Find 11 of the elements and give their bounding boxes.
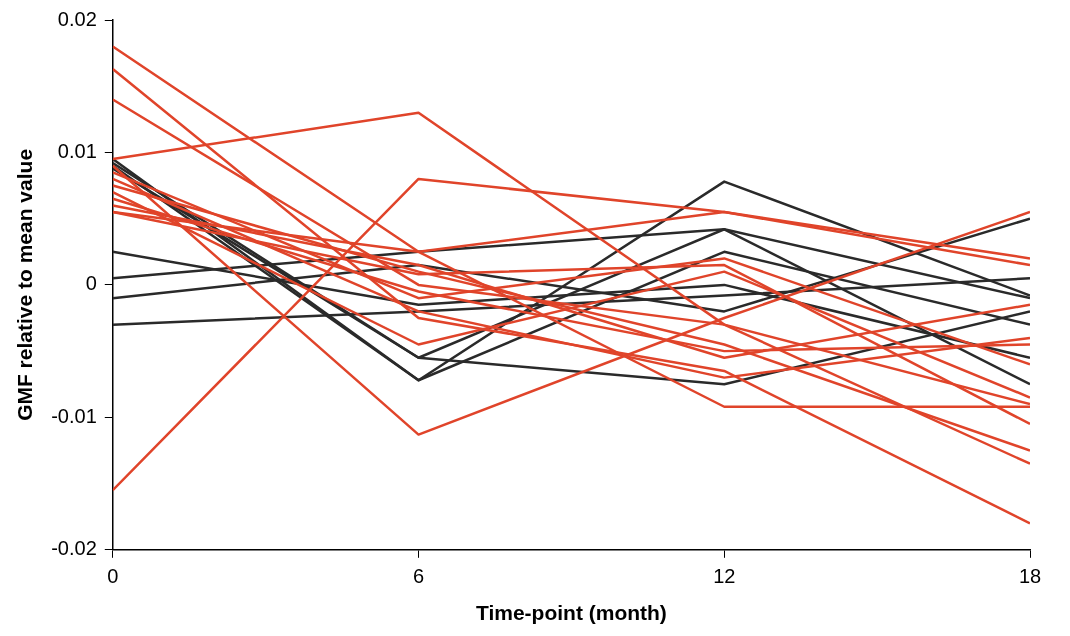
- y-tick-label: -0.01: [51, 404, 97, 427]
- x-tick-label: 0: [107, 565, 119, 588]
- y-tick-label: -0.02: [51, 537, 97, 560]
- x-axis-title: Time-point (month): [475, 601, 667, 625]
- x-tick-label: 12: [713, 565, 736, 588]
- y-tick-label: 0.02: [57, 7, 97, 30]
- y-tick-label: 0.01: [57, 139, 97, 162]
- x-tick-label: 18: [1018, 565, 1042, 588]
- y-axis-title: GMF relative to mean value: [13, 148, 37, 421]
- y-tick-label: 0: [85, 272, 97, 295]
- x-tick-label: 6: [412, 565, 425, 588]
